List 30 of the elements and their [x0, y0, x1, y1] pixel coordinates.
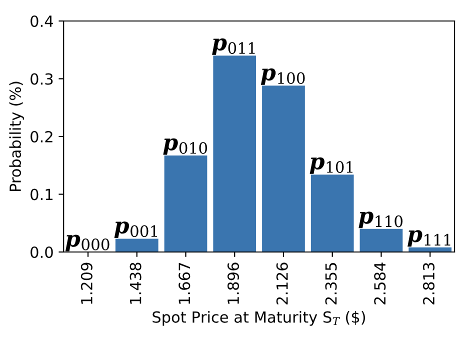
- annotation: p$_{110}$: [358, 212, 403, 228]
- annotation: p$_{101}$: [310, 157, 352, 174]
- bar: [163, 154, 208, 252]
- y-tick-label: 0.2: [30, 130, 52, 143]
- y-tick-label: 0.3: [30, 73, 53, 85]
- annotation: p$_{000}$: [65, 234, 110, 252]
- bar: [260, 84, 306, 252]
- annotation: p$_{111}$: [408, 230, 450, 247]
- x-tick-label: 1.438: [130, 262, 142, 304]
- y-axis-title: Probability (%): [9, 82, 24, 192]
- annotation: p$_{100}$: [260, 68, 305, 85]
- x-axis-title: Spot Price at Maturity S$_{T}$ ($): [152, 311, 366, 326]
- x-tick-label: 2.355: [325, 263, 337, 304]
- annotation: p$_{001}$: [114, 221, 157, 238]
- bar: [310, 173, 355, 252]
- x-tick-label: 2.813: [422, 262, 435, 304]
- annotation: p$_{010}$: [163, 138, 208, 155]
- y-tick-label: 0.1: [30, 188, 52, 200]
- bar: [114, 238, 160, 252]
- annotation: p$_{011}$: [212, 38, 255, 55]
- bar: [408, 246, 453, 252]
- y-tick-label: 0.0: [30, 246, 53, 258]
- x-tick-label: 1.896: [227, 262, 240, 304]
- bar: [212, 54, 258, 252]
- x-tick-label: 1.209: [80, 262, 92, 304]
- x-tick-label: 2.126: [276, 262, 288, 304]
- bar: [358, 228, 404, 252]
- x-tick-label: 1.667: [178, 263, 190, 304]
- y-tick-label: 0.4: [30, 15, 54, 28]
- x-tick-label: 2.584: [374, 262, 386, 304]
